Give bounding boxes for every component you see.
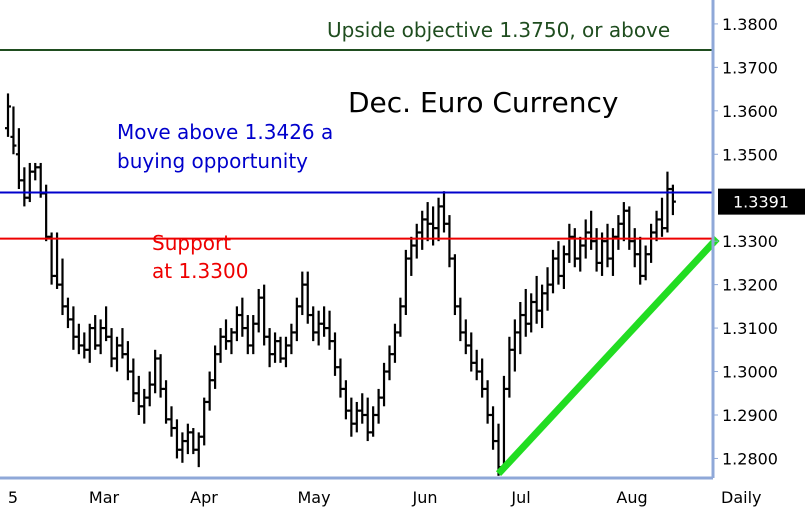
price-bar [10,106,17,155]
buy-label-line-1: Move above 1.3426 a [117,120,333,144]
y-tick-label: 1.3300 [722,232,778,251]
x-tick-label: Jun [412,488,438,507]
y-tick-label: 1.3500 [722,145,778,164]
support-label-line-1: Support [152,231,231,255]
x-tick-label: Aug [616,488,647,507]
y-tick-label: 1.3100 [722,319,778,338]
chart-title: Dec. Euro Currency [348,86,619,119]
x-tick-label: May [297,488,330,507]
objective-label: Upside objective 1.3750, or above [327,18,670,42]
price-bar [669,184,676,216]
last-price-tag [718,188,805,215]
x-tick-label: 5 [8,488,18,507]
y-tick-label: 1.2800 [722,449,778,468]
price-bar [5,93,11,137]
y-tick-label: 1.3700 [722,58,778,77]
x-tick-label: Mar [89,488,120,507]
frequency-label: Daily [721,488,761,507]
uptrend-line [495,236,720,477]
y-tick-label: 1.3600 [722,102,778,121]
y-tick-label: 1.3000 [722,363,778,382]
x-axis-ticks: 5 Mar Apr May Jun Jul Aug [8,488,648,507]
support-label-line-2: at 1.3300 [152,259,248,283]
x-tick-label: Apr [190,488,218,507]
x-tick-label: Jul [510,488,530,507]
y-tick-label: 1.3800 [722,15,778,34]
buy-label-line-2: buying opportunity [117,149,308,173]
price-bars [5,93,676,476]
y-tick-label: 1.3200 [722,276,778,295]
y-tick-label: 1.2900 [722,406,778,425]
last-price-value: 1.3391 [733,193,789,212]
y-axis-ticks: 1.3800 1.3700 1.3600 1.3500 1.3300 1.3200 1.31… [713,15,778,468]
